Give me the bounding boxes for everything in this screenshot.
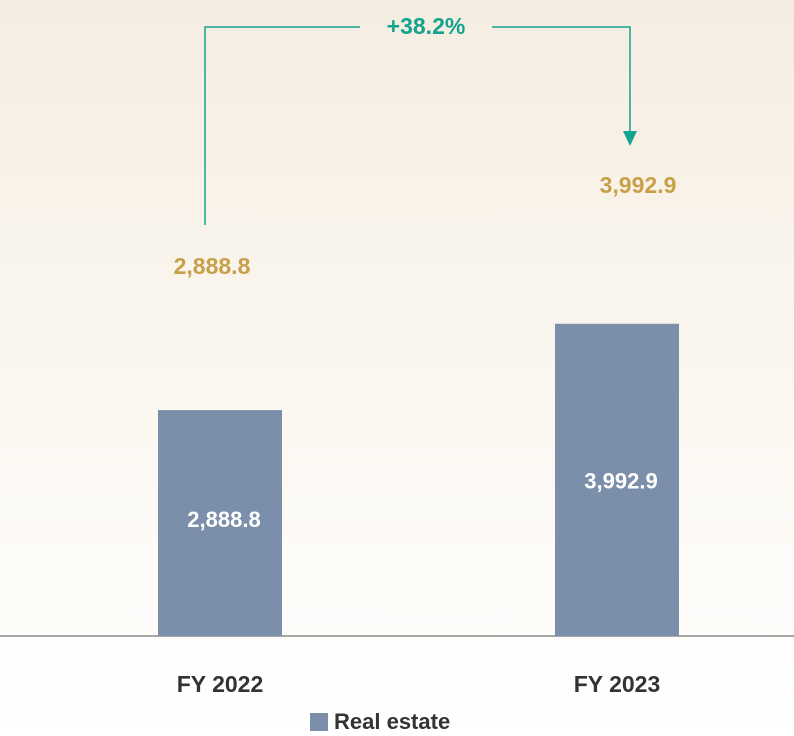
total-label: 2,888.8 — [174, 253, 251, 279]
annotation: +38.2% — [387, 13, 466, 39]
x-tick-label: FY 2023 — [574, 671, 661, 697]
bar — [158, 410, 282, 636]
legend-label: Real estate — [334, 709, 450, 734]
x-tick-label: FY 2022 — [177, 671, 264, 697]
bar-value-label: 2,888.8 — [187, 507, 260, 532]
annotation-arrow — [623, 131, 637, 146]
legend-swatch — [310, 713, 328, 731]
total-label: 3,992.9 — [600, 172, 677, 198]
bar-value-label: 3,992.9 — [584, 469, 657, 494]
annotation-line — [492, 26, 631, 132]
annotation-line — [204, 26, 360, 225]
bar — [555, 323, 679, 636]
